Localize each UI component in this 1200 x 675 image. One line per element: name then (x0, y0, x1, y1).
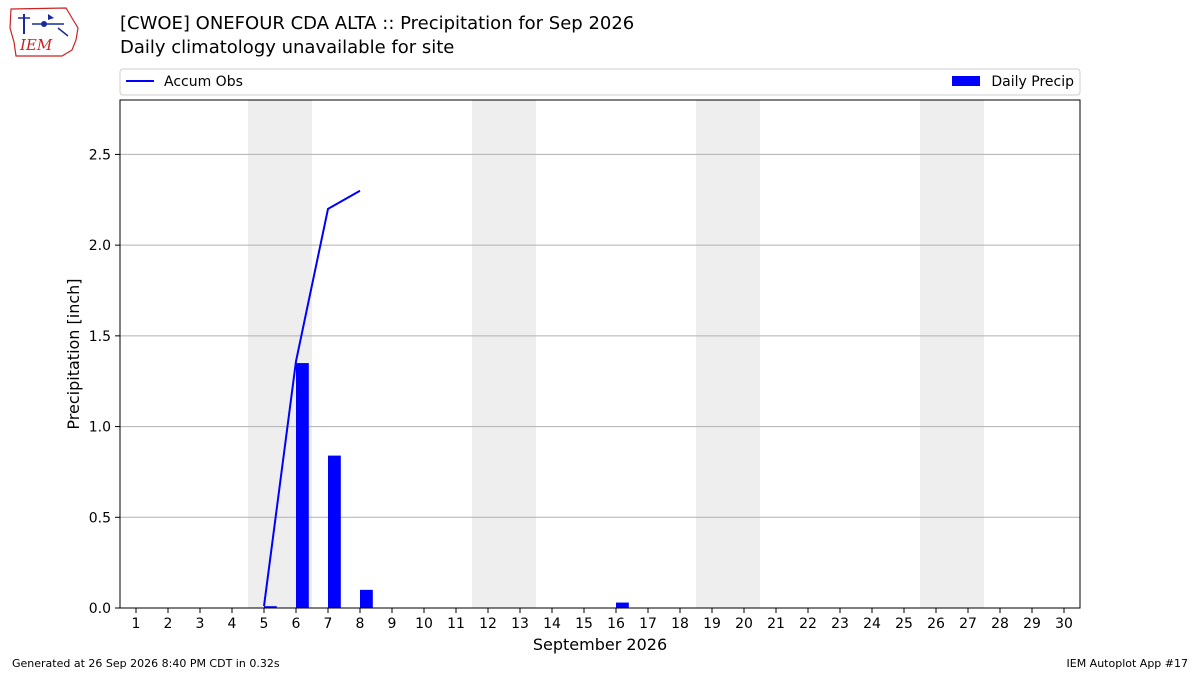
x-tick-label-14: 14 (543, 616, 561, 632)
bar-day-16 (616, 602, 629, 608)
x-tick-label-23: 23 (831, 616, 849, 632)
x-tick-label-25: 25 (895, 616, 913, 632)
y-tick-label-4: 2.0 (89, 238, 111, 254)
x-tick-label-7: 7 (324, 616, 333, 632)
x-tick-label-13: 13 (511, 616, 529, 632)
x-tick-label-29: 29 (1023, 616, 1041, 632)
x-tick-label-26: 26 (927, 616, 945, 632)
legend-swatch-daily-precip (952, 76, 980, 86)
y-axis-label: Precipitation [inch] (64, 278, 83, 429)
x-tick-label-15: 15 (575, 616, 593, 632)
legend-box (119, 68, 1081, 96)
svg-text:IEM: IEM (19, 36, 53, 54)
accum-obs-line (263, 189, 361, 607)
x-tick-label-5: 5 (260, 616, 269, 632)
iem-logo: IEM (9, 7, 79, 57)
chart-subtitle: Daily climatology unavailable for site (120, 37, 455, 58)
x-tick-label-2: 2 (164, 616, 173, 632)
weekend-shade-1 (472, 100, 536, 608)
generated-footer: Generated at 26 Sep 2026 8:40 PM CDT in … (12, 657, 280, 670)
bar-day-7 (328, 455, 341, 608)
x-tick-label-17: 17 (639, 616, 657, 632)
y-tick-label-2: 1.0 (89, 420, 111, 436)
y-tick-label-1: 0.5 (89, 510, 111, 526)
x-tick-label-3: 3 (196, 616, 205, 632)
x-tick-label-22: 22 (799, 616, 817, 632)
x-tick-label-6: 6 (292, 616, 301, 632)
chart-title: [CWOE] ONEFOUR CDA ALTA :: Precipitation… (120, 13, 635, 34)
x-tick-label-8: 8 (356, 616, 365, 632)
y-tick-label-3: 1.5 (89, 329, 111, 345)
y-tick-label-0: 0.0 (89, 601, 111, 617)
legend-label-daily-precip: Daily Precip (991, 74, 1074, 90)
x-tick-label-4: 4 (228, 616, 237, 632)
x-tick-label-24: 24 (863, 616, 881, 632)
x-tick-label-30: 30 (1055, 616, 1073, 632)
x-tick-label-20: 20 (735, 616, 753, 632)
x-tick-label-21: 21 (767, 616, 785, 632)
x-tick-label-1: 1 (132, 616, 141, 632)
weekend-shade-3 (920, 100, 984, 608)
plot-frame (119, 99, 1081, 609)
x-tick-label-9: 9 (388, 616, 397, 632)
y-tick-label-5: 2.5 (89, 147, 111, 163)
weekend-shade-2 (696, 100, 760, 608)
bar-day-8 (360, 589, 373, 608)
precip-chart: 0.00.51.01.52.02.51 2 3 4 5 6 7 8 9 10 11 12 13 14 15 1… (64, 68, 1081, 654)
x-tick-label-16: 16 (607, 616, 625, 632)
legend-label-accum-obs: Accum Obs (164, 74, 243, 90)
x-tick-label-27: 27 (959, 616, 977, 632)
x-tick-label-11: 11 (447, 616, 465, 632)
x-tick-label-10: 10 (415, 616, 433, 632)
bar-day-6 (296, 363, 309, 608)
x-tick-label-18: 18 (671, 616, 689, 632)
x-tick-label-19: 19 (703, 616, 721, 632)
bar-day-5 (264, 606, 277, 608)
x-tick-label-12: 12 (479, 616, 497, 632)
x-axis-label: September 2026 (533, 635, 667, 654)
x-tick-label-28: 28 (991, 616, 1009, 632)
app-footer: IEM Autoplot App #17 (1066, 657, 1189, 670)
